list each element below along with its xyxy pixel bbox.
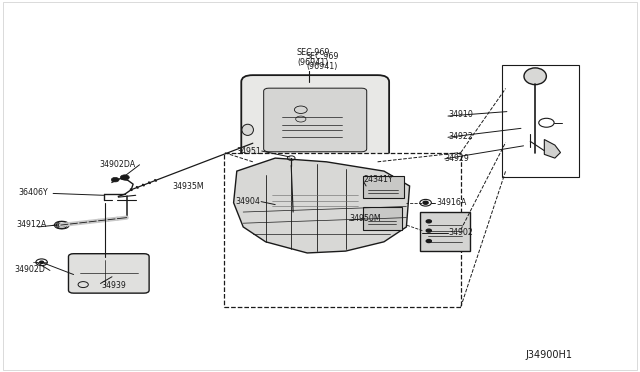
FancyBboxPatch shape bbox=[363, 207, 402, 230]
Circle shape bbox=[58, 223, 64, 227]
Circle shape bbox=[40, 261, 44, 263]
Text: SEC.969
(96941): SEC.969 (96941) bbox=[305, 52, 339, 71]
Text: 24341Y: 24341Y bbox=[364, 175, 393, 184]
Ellipse shape bbox=[242, 124, 253, 135]
Text: 34902DA: 34902DA bbox=[99, 160, 135, 169]
FancyBboxPatch shape bbox=[68, 254, 149, 293]
Text: 34902D: 34902D bbox=[14, 265, 45, 274]
Circle shape bbox=[111, 177, 119, 182]
Text: 34939: 34939 bbox=[101, 281, 126, 290]
Text: 34902: 34902 bbox=[448, 228, 473, 237]
FancyBboxPatch shape bbox=[502, 65, 579, 177]
Text: 34910: 34910 bbox=[448, 110, 473, 119]
Circle shape bbox=[120, 175, 129, 180]
FancyBboxPatch shape bbox=[241, 75, 389, 169]
Bar bbox=[224, 153, 461, 307]
Text: 34950M: 34950M bbox=[349, 214, 381, 223]
Text: 34916A: 34916A bbox=[436, 198, 467, 207]
Text: 34929: 34929 bbox=[445, 154, 470, 163]
Circle shape bbox=[426, 229, 431, 232]
FancyBboxPatch shape bbox=[264, 88, 367, 152]
Ellipse shape bbox=[524, 68, 547, 85]
Circle shape bbox=[60, 224, 65, 227]
Polygon shape bbox=[545, 140, 561, 158]
Text: 34904: 34904 bbox=[235, 197, 260, 206]
Text: 34912A: 34912A bbox=[16, 220, 46, 229]
FancyBboxPatch shape bbox=[3, 2, 637, 370]
Text: J34900H1: J34900H1 bbox=[526, 350, 573, 360]
Circle shape bbox=[423, 201, 428, 204]
FancyBboxPatch shape bbox=[363, 176, 404, 198]
Text: 34935M: 34935M bbox=[173, 182, 204, 190]
FancyBboxPatch shape bbox=[420, 212, 470, 251]
Polygon shape bbox=[234, 158, 410, 253]
Text: 34922: 34922 bbox=[448, 132, 473, 141]
Text: 34951: 34951 bbox=[237, 147, 262, 155]
Text: SEC.969
(96941): SEC.969 (96941) bbox=[297, 48, 330, 67]
Text: 36406Y: 36406Y bbox=[18, 188, 47, 197]
Circle shape bbox=[426, 240, 431, 243]
Circle shape bbox=[426, 220, 431, 223]
